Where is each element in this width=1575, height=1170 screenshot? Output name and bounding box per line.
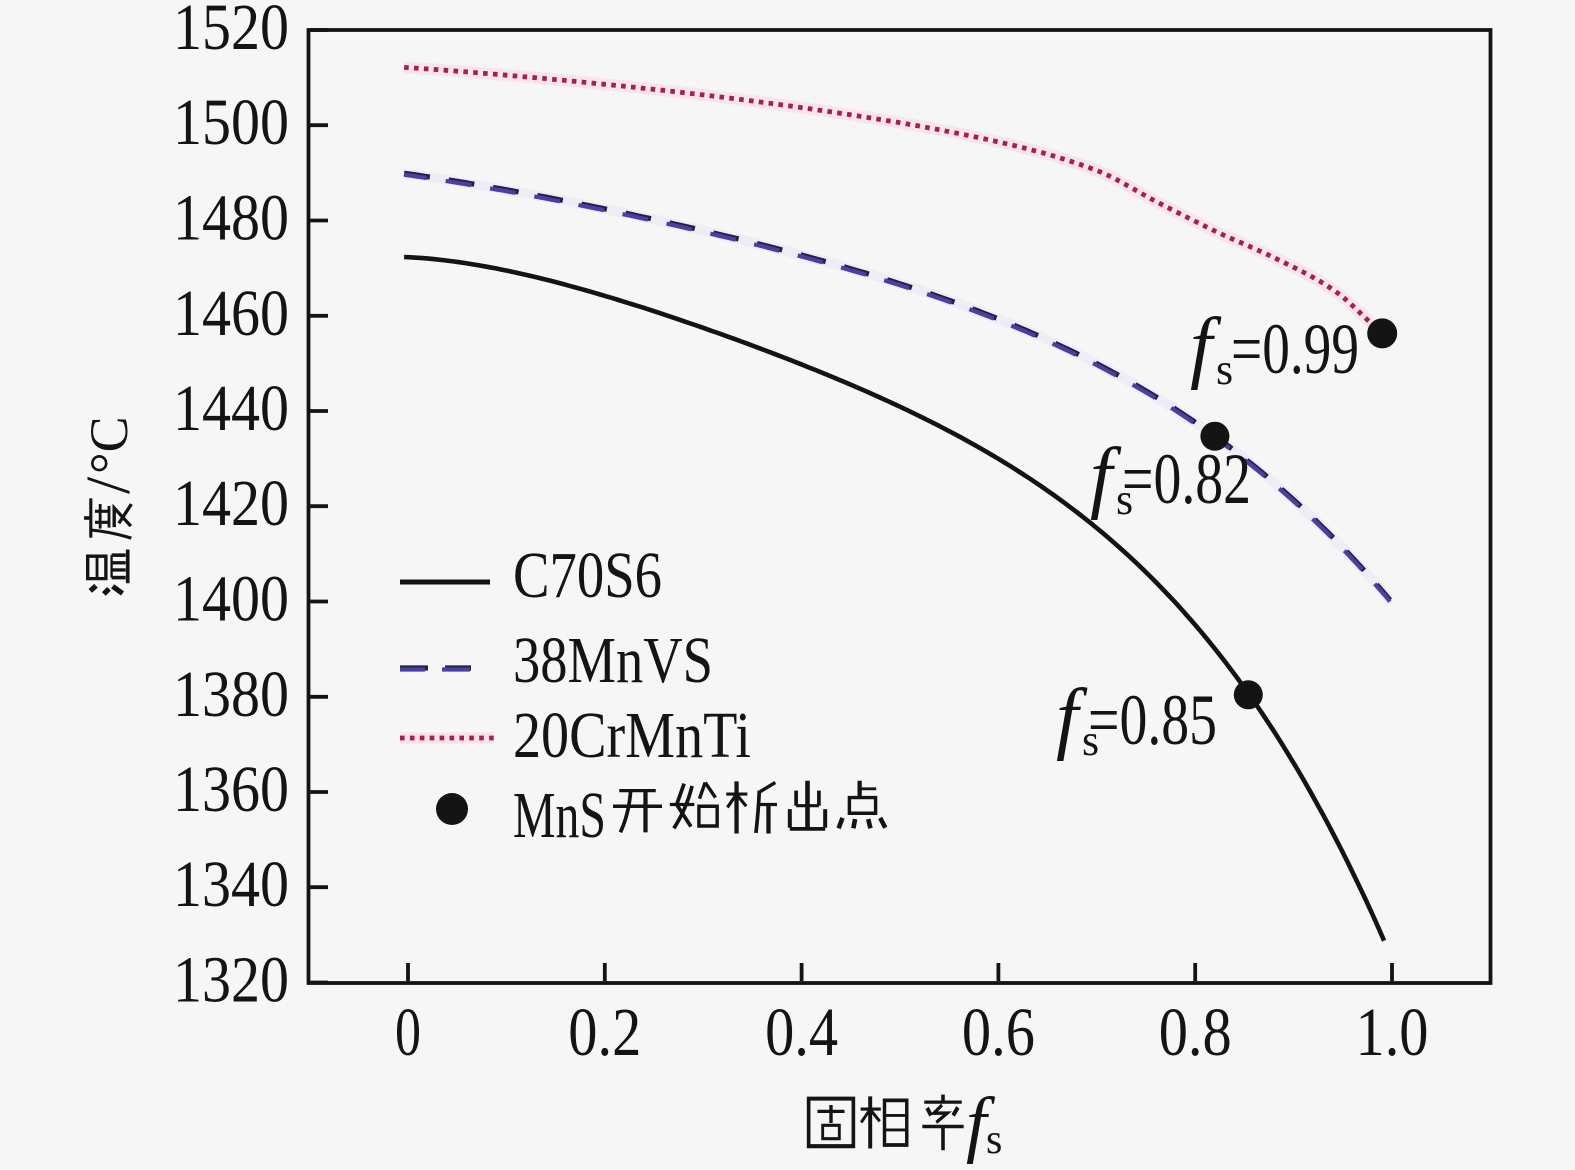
- svg-text:°C: °C: [79, 416, 139, 474]
- svg-text:1420: 1420: [173, 467, 289, 540]
- svg-text:0: 0: [395, 994, 421, 1070]
- svg-text:1340: 1340: [173, 848, 289, 921]
- svg-text:1360: 1360: [173, 753, 289, 826]
- svg-text:1520: 1520: [173, 0, 289, 64]
- svg-text:0.4: 0.4: [765, 994, 838, 1070]
- svg-text:20CrMnTi: 20CrMnTi: [513, 699, 751, 772]
- svg-text:1440: 1440: [173, 372, 289, 445]
- svg-text:1320: 1320: [173, 944, 289, 1017]
- svg-text:=0.85: =0.85: [1088, 680, 1217, 760]
- svg-text:1.0: 1.0: [1356, 994, 1429, 1070]
- svg-text:0.8: 0.8: [1159, 994, 1232, 1070]
- svg-text:1380: 1380: [173, 658, 289, 731]
- svg-text:=0.99: =0.99: [1231, 309, 1359, 389]
- svg-text:1460: 1460: [173, 277, 289, 350]
- svg-text:1500: 1500: [173, 86, 289, 159]
- svg-text:s: s: [1216, 345, 1233, 394]
- svg-text:0.6: 0.6: [962, 994, 1035, 1070]
- svg-text:0.2: 0.2: [568, 994, 641, 1070]
- svg-text:=0.82: =0.82: [1122, 439, 1251, 519]
- svg-text:1400: 1400: [173, 563, 289, 636]
- svg-text:s: s: [1082, 716, 1099, 765]
- svg-text:C70S6: C70S6: [513, 539, 662, 612]
- svg-text:1480: 1480: [173, 182, 289, 255]
- svg-text:/: /: [75, 476, 143, 494]
- svg-text:MnS: MnS: [513, 779, 606, 852]
- svg-text:s: s: [986, 1117, 1002, 1163]
- svg-text:s: s: [1116, 475, 1133, 524]
- svg-text:38MnVS: 38MnVS: [513, 624, 713, 697]
